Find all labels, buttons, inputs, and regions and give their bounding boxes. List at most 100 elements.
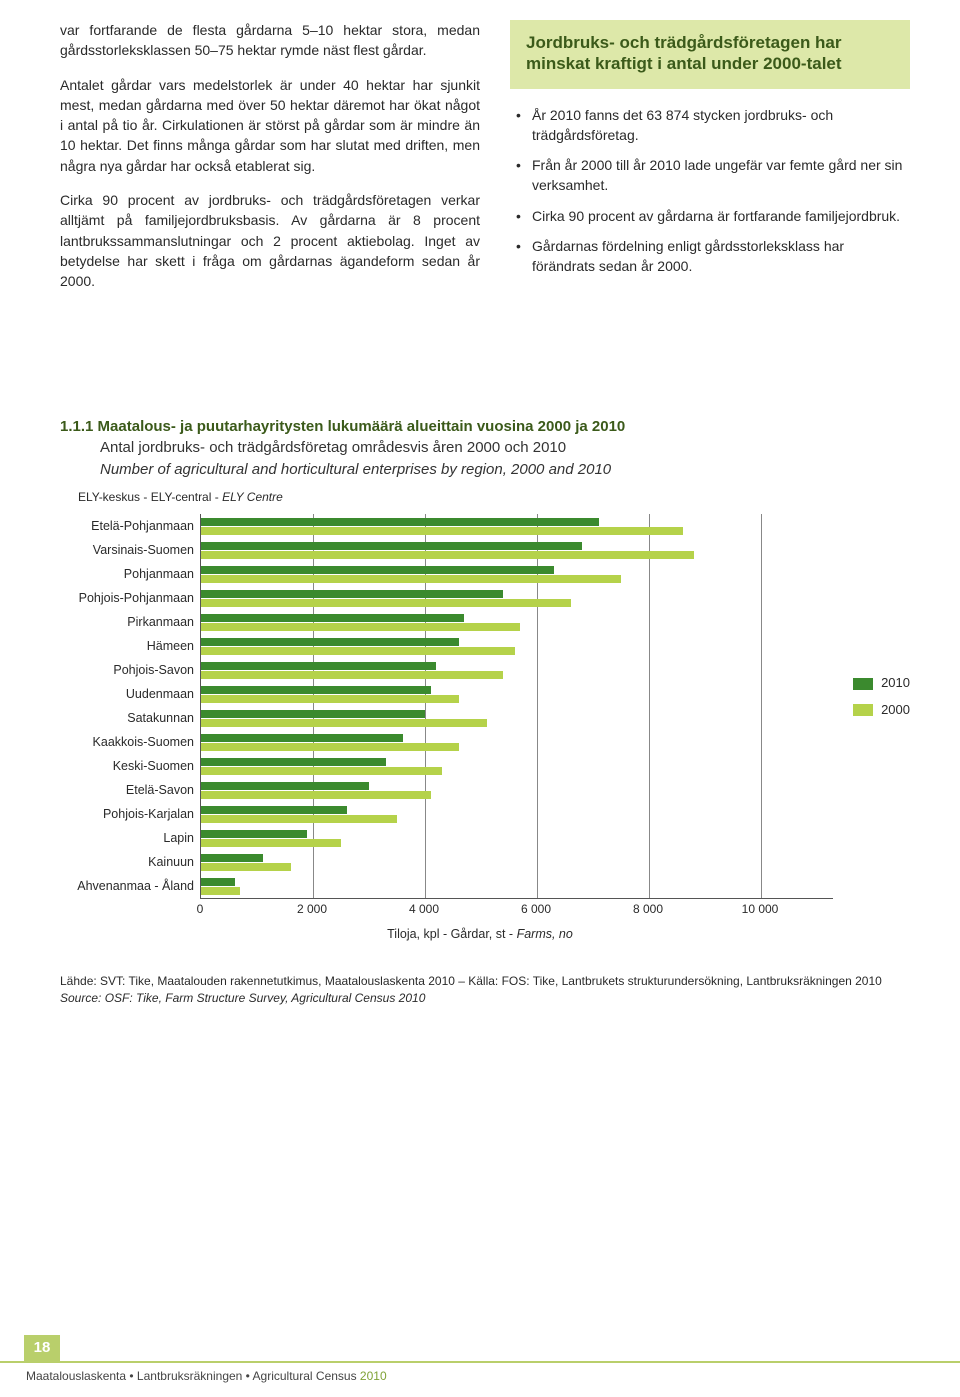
- chart-title-sv: Antal jordbruks- och trädgårdsföretag om…: [60, 437, 910, 459]
- x-tick-label: 0: [197, 901, 204, 918]
- x-axis-ticks: 02 0004 0006 0008 00010 000: [200, 901, 760, 919]
- bar: [201, 599, 571, 607]
- category-label: Uudenmaan: [60, 682, 194, 706]
- bar-group: [201, 826, 833, 850]
- bar: [201, 542, 582, 550]
- legend-swatch: [853, 678, 873, 690]
- bar-group: [201, 682, 833, 706]
- bar-chart: Etelä-PohjanmaanVarsinais-SuomenPohjanma…: [60, 514, 910, 899]
- bar: [201, 518, 599, 526]
- category-label: Pohjanmaan: [60, 562, 194, 586]
- category-label: Pirkanmaan: [60, 610, 194, 634]
- legend-label: 2000: [881, 701, 910, 720]
- highlight-box: Jordbruks- och trädgårdsföretagen har mi…: [510, 20, 910, 89]
- category-label: Pohjois-Savon: [60, 658, 194, 682]
- chart-legend: 2010 2000: [853, 674, 910, 728]
- bar-group: [201, 706, 833, 730]
- bar-group: [201, 874, 833, 898]
- paragraph: var fortfarande de flesta gårdarna 5–10 …: [60, 20, 480, 61]
- bullet-item: Från år 2000 till år 2010 lade ungefär v…: [510, 155, 910, 196]
- bar: [201, 806, 347, 814]
- bar-group: [201, 754, 833, 778]
- bar: [201, 623, 520, 631]
- bar: [201, 719, 487, 727]
- bar: [201, 575, 621, 583]
- category-label: Lapin: [60, 826, 194, 850]
- y-axis-title: ELY-keskus - ELY-central - ELY Centre: [78, 489, 910, 506]
- bar: [201, 590, 503, 598]
- category-label: Varsinais-Suomen: [60, 538, 194, 562]
- left-column: var fortfarande de flesta gårdarna 5–10 …: [60, 20, 480, 306]
- bar: [201, 863, 291, 871]
- source-citation: Lähde: SVT: Tike, Maatalouden rakennetut…: [60, 973, 910, 1005]
- x-tick-label: 10 000: [742, 901, 779, 918]
- bar-group: [201, 778, 833, 802]
- bar: [201, 566, 554, 574]
- bar: [201, 791, 431, 799]
- category-label: Ahvenanmaa - Åland: [60, 874, 194, 898]
- bar: [201, 647, 515, 655]
- x-tick-label: 4 000: [409, 901, 439, 918]
- bar: [201, 854, 263, 862]
- chart-title-en: Number of agricultural and horticultural…: [60, 459, 910, 481]
- bar: [201, 734, 403, 742]
- category-label: Kaakkois-Suomen: [60, 730, 194, 754]
- bar: [201, 710, 425, 718]
- bar-group: [201, 562, 833, 586]
- bar-group: [201, 514, 833, 538]
- bullet-item: År 2010 fanns det 63 874 stycken jordbru…: [510, 105, 910, 146]
- bar-group: [201, 658, 833, 682]
- bar: [201, 887, 240, 895]
- bullet-item: Cirka 90 procent av gårdarna är fortfara…: [510, 206, 910, 226]
- bar: [201, 614, 464, 622]
- bar-group: [201, 850, 833, 874]
- paragraph: Cirka 90 procent av jordbruks- och trädg…: [60, 190, 480, 291]
- x-tick-label: 6 000: [521, 901, 551, 918]
- plot-area: [200, 514, 833, 899]
- category-labels: Etelä-PohjanmaanVarsinais-SuomenPohjanma…: [60, 514, 200, 898]
- bar: [201, 743, 459, 751]
- category-label: Pohjois-Karjalan: [60, 802, 194, 826]
- bar: [201, 662, 436, 670]
- bar: [201, 671, 503, 679]
- bar-group: [201, 586, 833, 610]
- x-tick-label: 8 000: [633, 901, 663, 918]
- category-label: Pohjois-Pohjanmaan: [60, 586, 194, 610]
- bar-group: [201, 538, 833, 562]
- category-label: Keski-Suomen: [60, 754, 194, 778]
- bar: [201, 815, 397, 823]
- bar-group: [201, 802, 833, 826]
- bullet-item: Gårdarnas fördelning enligt gårdsstorlek…: [510, 236, 910, 277]
- bar: [201, 758, 386, 766]
- chart-number: 1.1.1: [60, 418, 93, 435]
- bar: [201, 878, 235, 886]
- legend-swatch: [853, 704, 873, 716]
- bar: [201, 839, 341, 847]
- legend-item: 2000: [853, 701, 910, 720]
- legend-item: 2010: [853, 674, 910, 693]
- x-tick-label: 2 000: [297, 901, 327, 918]
- category-label: Etelä-Savon: [60, 778, 194, 802]
- bar: [201, 527, 683, 535]
- bar-group: [201, 610, 833, 634]
- legend-label: 2010: [881, 674, 910, 693]
- category-label: Satakunnan: [60, 706, 194, 730]
- bar: [201, 767, 442, 775]
- chart-heading: 1.1.1 Maatalous- ja puutarhayritysten lu…: [60, 416, 910, 481]
- bar: [201, 695, 459, 703]
- category-label: Hämeen: [60, 634, 194, 658]
- bullet-list: År 2010 fanns det 63 874 stycken jordbru…: [510, 105, 910, 277]
- bar: [201, 686, 431, 694]
- paragraph: Antalet gårdar vars medelstorlek är unde…: [60, 75, 480, 176]
- bar-group: [201, 634, 833, 658]
- bar: [201, 782, 369, 790]
- two-column-text: var fortfarande de flesta gårdarna 5–10 …: [60, 20, 910, 306]
- highlight-title: Jordbruks- och trädgårdsföretagen har mi…: [526, 32, 894, 75]
- bar: [201, 830, 307, 838]
- category-label: Etelä-Pohjanmaan: [60, 514, 194, 538]
- right-column: Jordbruks- och trädgårdsföretagen har mi…: [510, 20, 910, 306]
- bar-group: [201, 730, 833, 754]
- x-axis-title: Tiloja, kpl - Gårdar, st - Farms, no: [200, 925, 760, 943]
- bar: [201, 551, 694, 559]
- bar: [201, 638, 459, 646]
